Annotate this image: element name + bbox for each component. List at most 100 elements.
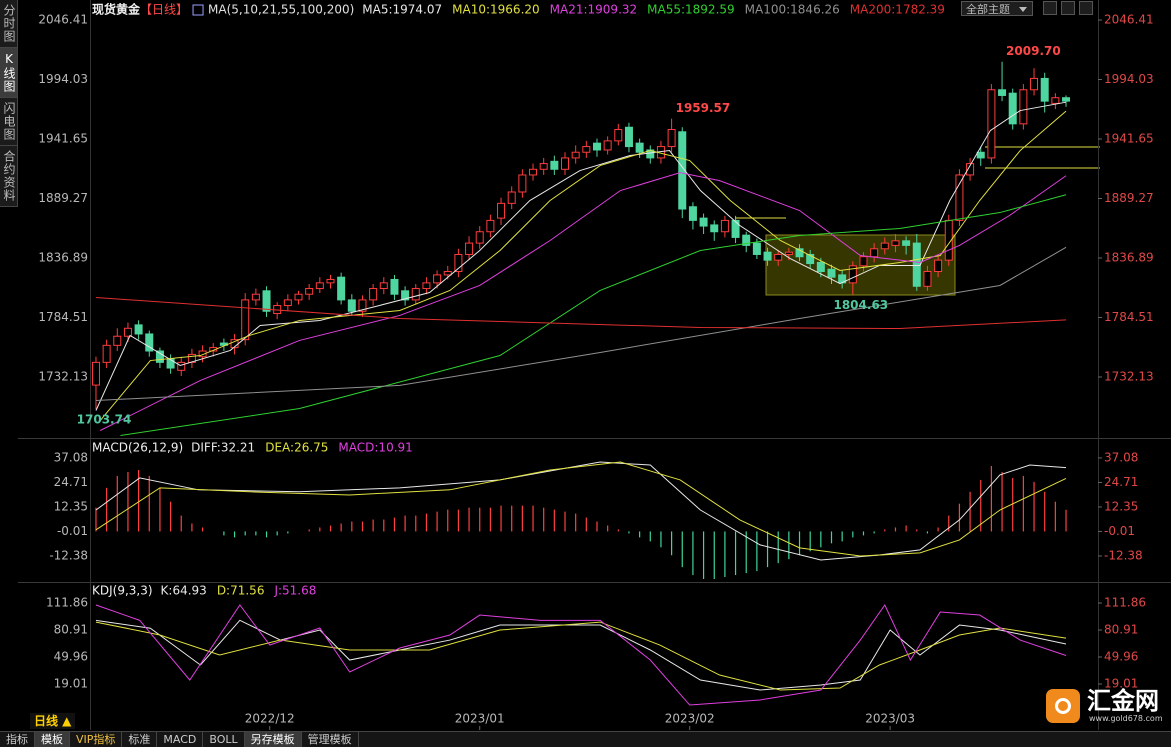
candle-body <box>880 242 889 250</box>
series-line <box>95 101 1067 411</box>
legend-text: K:64.93 <box>161 584 207 598</box>
candle-body <box>784 251 793 255</box>
y-tick-label: 80.91 <box>1104 623 1138 637</box>
annotation: 1959.57 <box>676 101 731 115</box>
y-tick-label: 1994.03 <box>38 72 88 86</box>
candle-body <box>646 149 655 159</box>
legend-text: KDJ(9,3,3) <box>92 584 153 598</box>
candle-body <box>91 361 100 386</box>
candle-body <box>976 151 985 159</box>
candle-body <box>305 288 314 295</box>
candle-body <box>401 290 410 301</box>
candle-body <box>752 242 761 255</box>
logo-url: www.gold678.com <box>1089 714 1163 723</box>
side-tab[interactable]: 分时图 <box>0 0 17 48</box>
candle-body <box>582 146 591 153</box>
y-tick-label: -0.01 <box>57 524 88 538</box>
candle-body <box>550 160 559 170</box>
series-line <box>120 194 1067 436</box>
y-tick-label: -0.01 <box>1104 524 1135 538</box>
candle-body <box>923 270 932 287</box>
tab[interactable]: BOLL <box>203 732 245 747</box>
series-line <box>95 461 1067 557</box>
side-tab[interactable]: 合约资料 <box>0 146 17 207</box>
legend-text: MA100:1846.26 <box>745 3 840 17</box>
candle-body <box>283 299 292 307</box>
candle-body <box>123 327 132 337</box>
legend-text: DEA:26.75 <box>265 441 328 455</box>
icon-button[interactable] <box>1043 1 1057 15</box>
legend-text: 【日线】 <box>140 3 188 17</box>
candle-body <box>507 191 516 204</box>
y-tick-label: 49.96 <box>54 650 88 664</box>
candle-body <box>870 248 879 258</box>
candle-body <box>315 282 324 290</box>
tab[interactable]: 标准 <box>122 732 158 747</box>
y-tick-label: 1836.89 <box>38 250 88 264</box>
y-tick-label: 24.71 <box>1104 475 1138 489</box>
side-tab[interactable]: 闪电图 <box>0 98 17 146</box>
candle-body <box>891 240 900 246</box>
candle-body <box>998 89 1007 96</box>
candle-body <box>603 140 612 151</box>
candle-body <box>848 265 857 284</box>
y-tick-label: 19.01 <box>54 677 88 691</box>
legend-text: MA(5,10,21,55,100,200) <box>208 3 354 17</box>
candle-body <box>806 253 815 265</box>
x-tick-label: 2023/03 <box>865 712 915 726</box>
y-tick-label: 49.96 <box>1104 650 1138 664</box>
candle-body <box>422 282 431 290</box>
tab[interactable]: VIP指标 <box>70 732 123 747</box>
candle-body <box>251 293 260 301</box>
tab[interactable]: MACD <box>157 732 204 747</box>
candle-body <box>454 253 463 272</box>
y-tick-label: 24.71 <box>54 475 88 489</box>
candle-body <box>635 142 644 153</box>
candle-body <box>145 333 154 352</box>
icon-button[interactable] <box>1079 1 1093 15</box>
series-line <box>95 604 1067 706</box>
candle-body <box>1040 77 1049 102</box>
candle-body <box>774 253 783 261</box>
candle-body <box>720 219 729 233</box>
side-tab[interactable]: K线图 <box>0 48 17 98</box>
y-tick-label: 1732.13 <box>38 369 88 383</box>
series-line <box>95 619 1067 691</box>
y-tick-label: 1732.13 <box>1104 369 1154 383</box>
legend-text: DIFF:32.21 <box>191 441 255 455</box>
candle-body <box>795 248 804 258</box>
candle-body <box>1030 77 1039 91</box>
candle-body <box>966 163 975 176</box>
series-line <box>100 172 1067 431</box>
annotation: 1804.63 <box>833 298 888 312</box>
icon-button[interactable] <box>1061 1 1075 15</box>
candle-body <box>955 174 964 221</box>
candle-body <box>816 261 825 272</box>
y-tick-label: 1889.27 <box>1104 191 1154 205</box>
tab-bar: 指标 模板 VIP指标 标准 MACD BOLL 另存模板 管理模板 <box>0 731 1171 747</box>
y-tick-label: 80.91 <box>54 623 88 637</box>
candle-body <box>699 217 708 227</box>
candle-body <box>934 259 943 272</box>
candle-body <box>102 344 111 363</box>
candle-body <box>624 126 633 148</box>
logo-name: 汇金网 <box>1087 687 1159 715</box>
tab[interactable]: 管理模板 <box>302 732 359 747</box>
candle-body <box>592 142 601 151</box>
series-line <box>99 110 1067 421</box>
x-tick-label: 2023/01 <box>455 712 505 726</box>
y-tick-label: 12.35 <box>54 499 88 513</box>
y-tick-label: 1836.89 <box>1104 250 1154 264</box>
theme-button[interactable]: 全部主题 <box>961 1 1033 16</box>
tab[interactable]: 指标 <box>0 732 35 747</box>
tab[interactable]: 模板 <box>35 732 70 747</box>
legend-text: MA5:1974.07 <box>362 3 442 17</box>
tab[interactable]: 另存模板 <box>244 732 302 747</box>
y-tick-label: 37.08 <box>1104 450 1138 464</box>
y-tick-label: -12.38 <box>49 548 88 562</box>
period-button[interactable]: 日线 ▲ <box>30 713 76 729</box>
candle-body <box>358 299 367 312</box>
candle-body <box>486 219 495 233</box>
candle-body <box>465 242 474 255</box>
legend-text: D:71.56 <box>217 584 265 598</box>
